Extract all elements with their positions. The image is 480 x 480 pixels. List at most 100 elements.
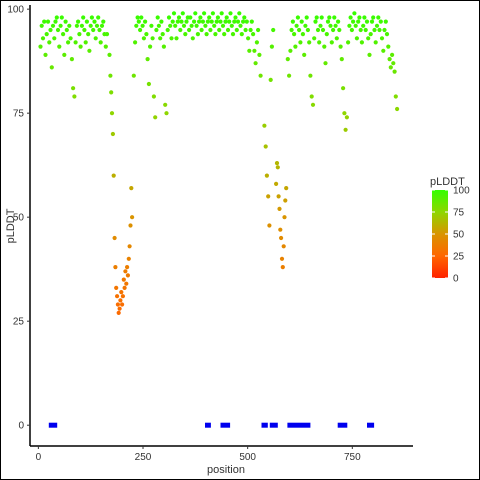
data-point [357, 15, 362, 20]
data-point [99, 23, 105, 28]
data-point [247, 48, 252, 53]
data-point [168, 23, 173, 28]
data-point [164, 111, 169, 116]
data-point [309, 94, 314, 99]
data-point [198, 15, 203, 20]
data-point [252, 48, 257, 53]
data-point [58, 23, 63, 28]
data-point [115, 294, 120, 299]
data-point [257, 52, 262, 58]
data-point [289, 27, 294, 33]
data-point [234, 27, 239, 33]
segments [48, 422, 375, 428]
data-point [62, 52, 67, 58]
data-point [120, 294, 125, 299]
data-point [369, 19, 375, 24]
data-point [50, 23, 56, 28]
segment-bar [337, 422, 348, 428]
data-point [386, 44, 391, 49]
data-point [320, 27, 326, 33]
data-point [314, 15, 319, 20]
data-point [304, 15, 309, 20]
data-point [94, 23, 100, 28]
data-point [215, 15, 220, 20]
data-point [302, 52, 307, 58]
data-point [384, 31, 390, 37]
data-point [229, 23, 234, 28]
data-point [293, 44, 298, 49]
data-point [348, 15, 353, 20]
data-point [336, 19, 341, 24]
data-point [110, 131, 115, 137]
data-point [248, 27, 253, 33]
data-point [315, 27, 321, 33]
data-point [212, 23, 217, 28]
data-point [129, 186, 134, 191]
data-point [356, 19, 361, 24]
data-point [343, 127, 348, 132]
data-point [214, 19, 219, 24]
data-point [54, 15, 59, 20]
data-point [354, 36, 359, 41]
x-axis-label: position [207, 464, 245, 476]
data-point [171, 11, 177, 16]
segment-bar [269, 422, 278, 428]
data-point [300, 31, 305, 37]
data-point [363, 27, 368, 33]
data-point [303, 23, 308, 28]
y-axis-label: pLDDT [5, 208, 17, 243]
data-point [269, 44, 274, 49]
data-point [114, 285, 119, 290]
data-point [159, 19, 164, 24]
data-point [87, 48, 92, 53]
data-point [209, 19, 214, 24]
data-point [383, 19, 388, 24]
segment-bar [261, 422, 268, 428]
data-point [392, 69, 397, 74]
data-points [38, 11, 400, 315]
data-point [48, 27, 53, 33]
data-point [308, 73, 313, 78]
data-point [262, 123, 267, 128]
data-point [52, 36, 57, 41]
data-point [69, 57, 74, 62]
data-point [40, 36, 46, 41]
data-point [278, 227, 283, 232]
legend-title: pLDDT [430, 176, 465, 188]
data-point [116, 310, 121, 315]
data-point [256, 27, 261, 33]
data-point [109, 111, 115, 116]
segment-bar [367, 422, 375, 428]
data-point [74, 23, 79, 28]
data-point [328, 23, 333, 28]
segment-bar [287, 422, 311, 428]
data-point [180, 11, 185, 16]
data-point [77, 31, 82, 37]
data-point [181, 23, 187, 28]
data-point [228, 11, 233, 16]
data-point [284, 186, 289, 191]
data-point [327, 15, 332, 20]
data-point [79, 23, 84, 28]
data-point [144, 31, 149, 37]
data-point [151, 94, 156, 99]
data-point [344, 115, 349, 120]
data-point [358, 27, 363, 33]
data-point [73, 40, 78, 45]
data-point [267, 223, 272, 228]
data-point [251, 31, 256, 37]
data-point [141, 36, 146, 41]
data-point [295, 15, 300, 20]
data-point [199, 27, 204, 33]
data-point [337, 27, 342, 33]
data-point [125, 265, 130, 270]
data-point [298, 40, 303, 45]
data-point [78, 44, 83, 49]
data-point [122, 285, 127, 290]
y-tick-label: 25 [13, 317, 25, 328]
data-point [130, 215, 135, 220]
data-point [368, 31, 373, 37]
legend-tick-label: 75 [453, 208, 465, 219]
data-point [38, 44, 43, 49]
data-point [290, 19, 295, 24]
